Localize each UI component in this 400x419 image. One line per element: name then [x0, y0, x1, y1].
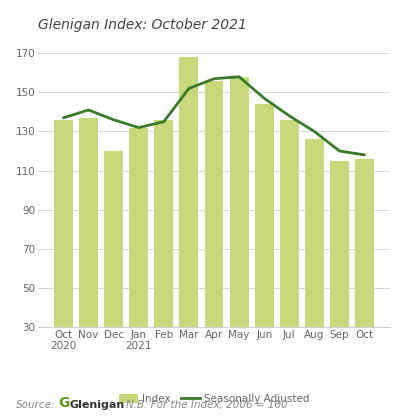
Bar: [355, 159, 374, 385]
Bar: [255, 104, 274, 385]
Text: Glenigan: Glenigan: [70, 400, 125, 410]
Bar: [79, 118, 98, 385]
Bar: [154, 120, 173, 385]
Bar: [129, 127, 148, 385]
Bar: [280, 120, 299, 385]
Bar: [54, 120, 73, 385]
Text: N.B. For the Index, 2006 = 100: N.B. For the Index, 2006 = 100: [126, 400, 288, 410]
Legend: Index, Seasonally Adjusted: Index, Seasonally Adjusted: [115, 390, 313, 409]
Bar: [230, 77, 248, 385]
Bar: [104, 151, 123, 385]
Bar: [305, 139, 324, 385]
Text: Source:: Source:: [16, 400, 56, 410]
Text: G: G: [58, 396, 69, 410]
Bar: [330, 161, 349, 385]
Bar: [180, 57, 198, 385]
Text: Glenigan Index: October 2021: Glenigan Index: October 2021: [38, 18, 247, 32]
Bar: [204, 81, 224, 385]
